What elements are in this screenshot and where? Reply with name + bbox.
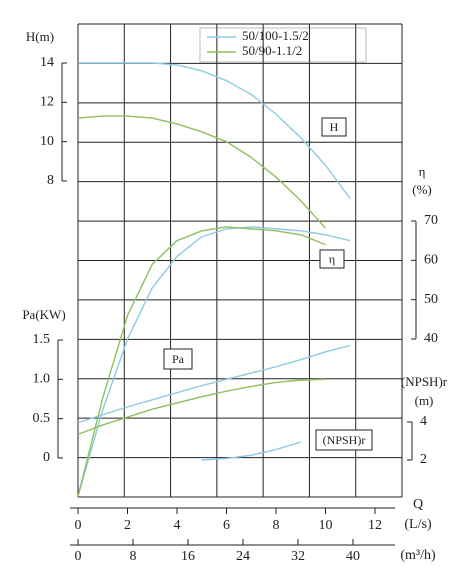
x2-tick-label: 24 [236, 549, 250, 564]
y-tick-label: 1.5 [33, 332, 51, 347]
y-tick-label: 2 [420, 452, 427, 467]
y-tick-label: 70 [424, 213, 438, 228]
y-tick-label: 4 [420, 414, 427, 429]
y-tick-label: 50 [424, 292, 438, 307]
y-axis-label: η [419, 164, 426, 179]
y-tick-label: 60 [424, 253, 438, 268]
x2-tick-label: 16 [181, 549, 195, 564]
annotation: (NPSH)r [323, 433, 366, 447]
y-tick-label: 14 [40, 55, 54, 70]
legend-box [199, 27, 367, 63]
y-tick-label: 0.5 [33, 411, 51, 426]
annotation: Pa [172, 352, 185, 366]
y-tick-label: 10 [40, 134, 54, 149]
y-tick-label: 12 [40, 95, 54, 110]
y-axis-label: (NPSH)r [401, 374, 448, 389]
x-tick-label: 10 [319, 518, 333, 533]
x-tick-label: 2 [124, 518, 131, 533]
annotation-box [321, 117, 347, 137]
x2-axis-unit: (m³/h) [400, 548, 436, 563]
x-tick-label: 8 [273, 518, 280, 533]
annotation-box [319, 249, 345, 269]
curve [77, 226, 326, 497]
x2-tick-label: 8 [130, 549, 137, 564]
annotation: η [329, 252, 335, 266]
legend-label: 50/100-1.5/2 [242, 28, 309, 43]
y-tick-label: 40 [424, 331, 438, 346]
x-tick-label: 4 [174, 518, 181, 533]
y-tick-label: 1.0 [33, 372, 51, 387]
x2-tick-label: 32 [291, 549, 305, 564]
x-tick-label: 12 [368, 518, 382, 533]
legend-label: 50/90-1.1/2 [242, 43, 302, 58]
y-axis-label: Pa(KW) [22, 307, 65, 322]
curve [78, 62, 351, 200]
curve [77, 226, 351, 497]
x-tick-label: 6 [223, 518, 230, 533]
y-tick-label: 8 [47, 173, 54, 188]
curve [77, 378, 326, 436]
y-axis-label: (%) [412, 182, 432, 197]
annotation-box [315, 429, 373, 451]
x-axis-label: Q [413, 497, 423, 512]
curve [77, 115, 327, 229]
x-tick-label: 0 [75, 518, 82, 533]
y-axis-label: H(m) [26, 29, 54, 44]
x2-tick-label: 0 [75, 549, 82, 564]
curve [201, 441, 301, 461]
y-axis-label: (m) [415, 393, 434, 408]
annotation-box [163, 348, 193, 370]
curve [77, 344, 351, 424]
x2-tick-label: 40 [346, 549, 360, 564]
y-tick-label: 0 [43, 450, 50, 465]
annotation: H [330, 120, 339, 134]
x-axis-unit: (L/s) [404, 517, 432, 532]
